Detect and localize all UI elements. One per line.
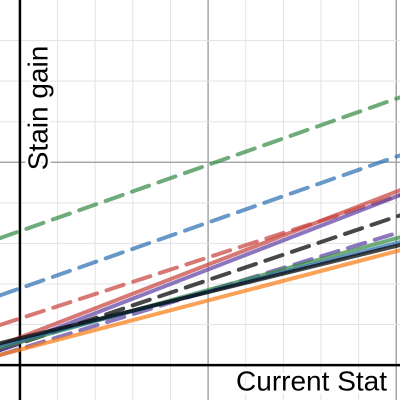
- dashed-curve: [0, 95, 400, 241]
- y-axis-label: Stain gain: [22, 46, 53, 171]
- dashed-curve: [0, 153, 400, 298]
- curve: [0, 243, 400, 346]
- curve: [0, 248, 400, 357]
- curves: [0, 95, 400, 357]
- x-axis-label: Current Stat: [236, 365, 387, 396]
- curve: [0, 193, 400, 353]
- curve: [0, 188, 400, 348]
